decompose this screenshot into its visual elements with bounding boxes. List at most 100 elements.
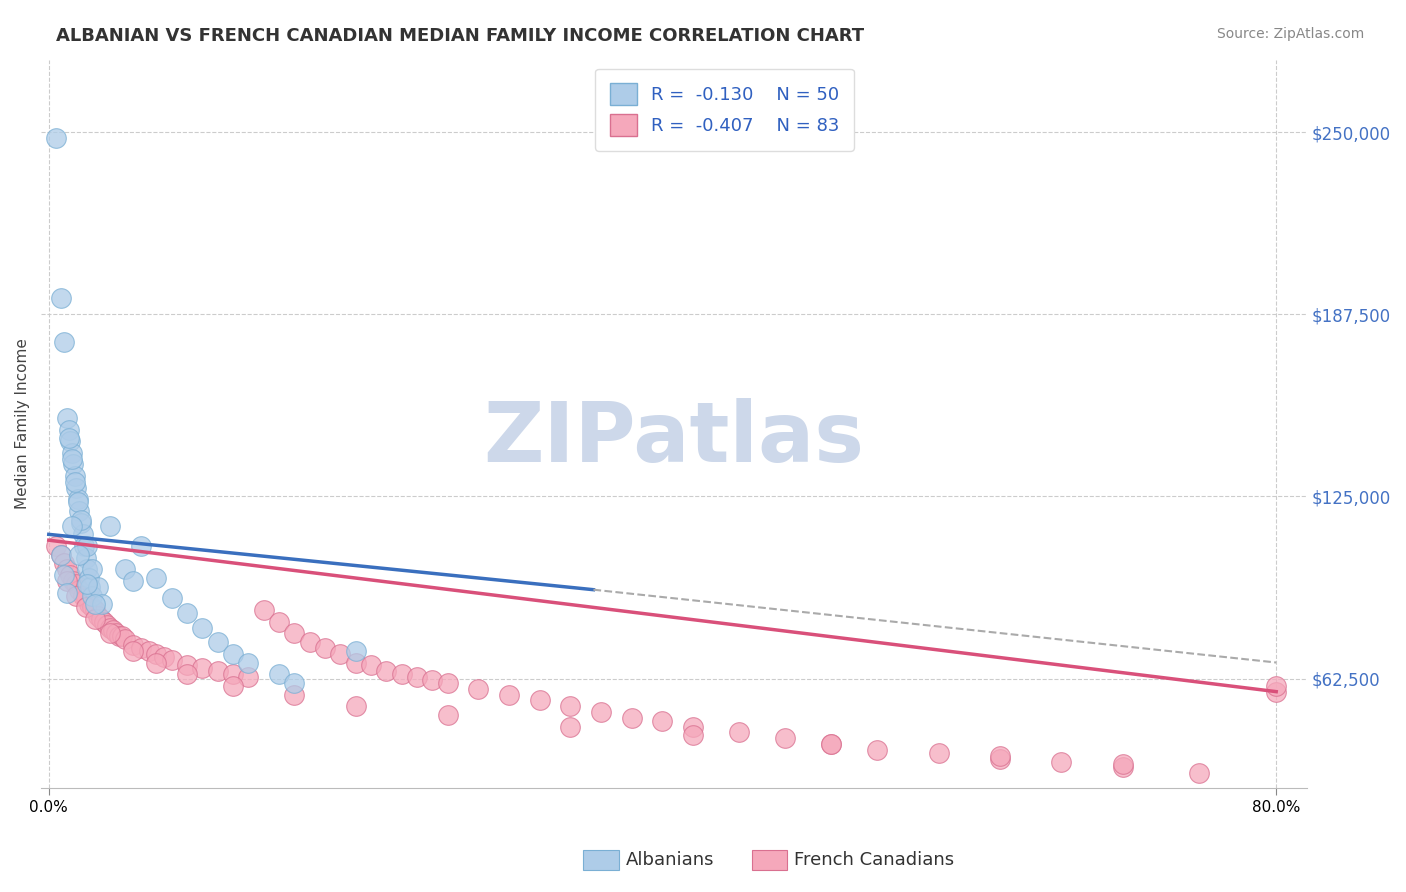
Point	[329, 647, 352, 661]
Point	[114, 632, 136, 647]
Point	[77, 571, 100, 585]
Point	[138, 644, 160, 658]
Point	[49, 292, 72, 306]
Point	[91, 597, 114, 611]
Point	[529, 693, 551, 707]
Point	[63, 475, 86, 489]
Point	[1265, 679, 1288, 693]
Point	[80, 589, 103, 603]
Point	[422, 673, 444, 687]
Point	[207, 665, 229, 679]
Point	[62, 458, 84, 472]
Point	[69, 548, 91, 562]
Point	[928, 746, 950, 760]
Point	[1265, 684, 1288, 698]
Point	[75, 600, 97, 615]
Point	[436, 676, 458, 690]
Point	[49, 548, 72, 562]
Point	[728, 725, 751, 739]
Point	[1188, 766, 1211, 780]
Point	[105, 626, 128, 640]
Point	[820, 737, 842, 751]
Point	[252, 603, 274, 617]
Point	[406, 670, 429, 684]
Point	[298, 635, 321, 649]
Text: Source: ZipAtlas.com: Source: ZipAtlas.com	[1216, 27, 1364, 41]
Point	[45, 539, 67, 553]
Point	[122, 644, 145, 658]
Point	[1112, 757, 1135, 772]
Point	[65, 577, 87, 591]
Point	[176, 658, 198, 673]
Point	[87, 580, 110, 594]
Point	[267, 667, 290, 681]
Point	[72, 527, 94, 541]
Point	[682, 728, 704, 742]
Point	[45, 131, 67, 145]
Point	[391, 667, 413, 681]
Point	[988, 748, 1011, 763]
Point	[53, 568, 76, 582]
Point	[65, 481, 87, 495]
Point	[83, 612, 105, 626]
Point	[69, 504, 91, 518]
Point	[114, 562, 136, 576]
Point	[344, 656, 367, 670]
Point	[83, 597, 105, 611]
Point	[59, 568, 82, 582]
Point	[90, 612, 112, 626]
Point	[75, 550, 97, 565]
Y-axis label: Median Family Income: Median Family Income	[15, 338, 30, 509]
Point	[467, 681, 489, 696]
Point	[111, 629, 134, 643]
Point	[129, 539, 152, 553]
Point	[145, 656, 167, 670]
Legend: R =  -0.130    N = 50, R =  -0.407    N = 83: R = -0.130 N = 50, R = -0.407 N = 83	[595, 69, 853, 151]
Point	[77, 597, 100, 611]
Point	[283, 676, 305, 690]
Point	[222, 679, 245, 693]
Point	[191, 621, 214, 635]
Point	[93, 615, 115, 629]
Point	[1050, 755, 1073, 769]
Point	[53, 335, 76, 350]
Point	[69, 582, 91, 597]
Point	[344, 644, 367, 658]
Point	[145, 647, 167, 661]
Point	[58, 431, 80, 445]
Point	[436, 708, 458, 723]
Point	[222, 647, 245, 661]
Text: Albanians: Albanians	[626, 851, 714, 869]
Text: ALBANIAN VS FRENCH CANADIAN MEDIAN FAMILY INCOME CORRELATION CHART: ALBANIAN VS FRENCH CANADIAN MEDIAN FAMIL…	[56, 27, 865, 45]
Point	[98, 518, 121, 533]
Point	[176, 667, 198, 681]
Point	[49, 548, 72, 562]
Point	[591, 705, 613, 719]
Text: ZIPatlas: ZIPatlas	[484, 398, 865, 479]
Point	[76, 539, 98, 553]
Point	[108, 629, 131, 643]
Point	[207, 635, 229, 649]
Point	[66, 495, 89, 509]
Point	[103, 624, 125, 638]
Point	[59, 434, 82, 449]
Point	[498, 688, 520, 702]
Point	[145, 571, 167, 585]
Point	[56, 410, 79, 425]
Point	[651, 714, 673, 728]
Point	[560, 699, 582, 714]
Point	[76, 562, 98, 576]
Point	[66, 492, 89, 507]
Point	[153, 649, 176, 664]
Point	[70, 513, 93, 527]
Point	[65, 589, 87, 603]
Point	[129, 640, 152, 655]
Point	[60, 451, 83, 466]
Point	[98, 621, 121, 635]
Point	[620, 711, 643, 725]
Point	[160, 652, 183, 666]
Point	[176, 606, 198, 620]
Point	[122, 574, 145, 588]
Point	[60, 446, 83, 460]
Point	[988, 751, 1011, 765]
